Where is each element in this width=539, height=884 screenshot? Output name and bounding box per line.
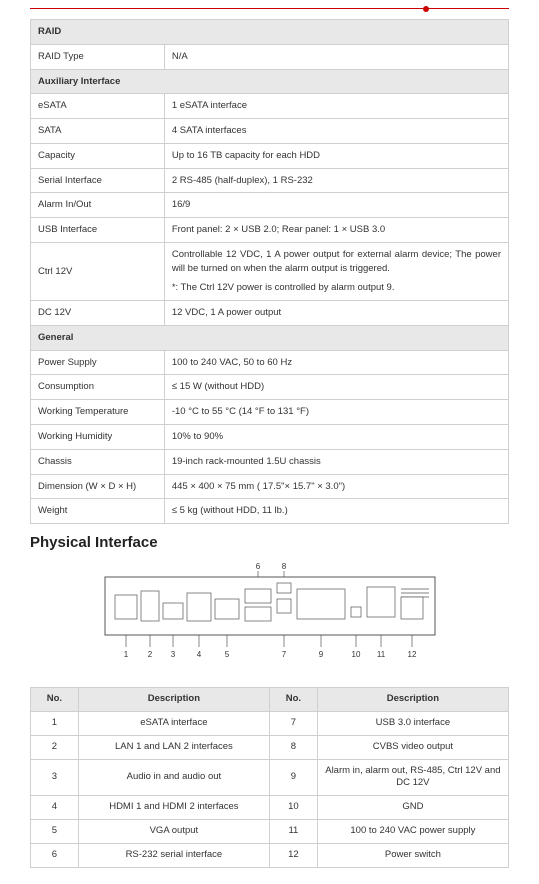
iface-no: 11 [269, 819, 317, 843]
spec-value: 19-inch rack-mounted 1.5U chassis [164, 449, 508, 474]
svg-text:6: 6 [255, 562, 260, 571]
spec-section-header: General [31, 325, 509, 350]
spec-value: 12 VDC, 1 A power output [164, 301, 508, 326]
iface-desc: LAN 1 and LAN 2 interfaces [78, 735, 269, 759]
spec-section-header: Auxiliary Interface [31, 69, 509, 94]
spec-label: DC 12V [31, 301, 165, 326]
spec-label: Serial Interface [31, 168, 165, 193]
iface-desc: 100 to 240 VAC power supply [317, 819, 508, 843]
iface-no: 1 [31, 711, 79, 735]
spec-value: 2 RS-485 (half-duplex), 1 RS-232 [164, 168, 508, 193]
iface-no: 4 [31, 796, 79, 820]
svg-text:5: 5 [224, 650, 229, 659]
iface-desc: CVBS video output [317, 735, 508, 759]
page: RAIDRAID TypeN/AAuxiliary InterfaceeSATA… [0, 0, 539, 884]
iface-desc: Audio in and audio out [78, 759, 269, 796]
spec-value: Up to 16 TB capacity for each HDD [164, 143, 508, 168]
spec-value: ≤ 5 kg (without HDD, 11 lb.) [164, 499, 508, 524]
iface-header: Description [317, 688, 508, 712]
spec-section-header: RAID [31, 20, 509, 45]
iface-desc: eSATA interface [78, 711, 269, 735]
svg-text:3: 3 [170, 650, 175, 659]
spec-value: Front panel: 2 × USB 2.0; Rear panel: 1 … [164, 218, 508, 243]
spec-label: SATA [31, 119, 165, 144]
iface-header: Description [78, 688, 269, 712]
iface-header: No. [31, 688, 79, 712]
iface-header: No. [269, 688, 317, 712]
iface-no: 3 [31, 759, 79, 796]
physical-interface-heading: Physical Interface [30, 534, 509, 551]
svg-text:8: 8 [281, 562, 286, 571]
spec-value: 10% to 90% [164, 425, 508, 450]
interface-table: No.DescriptionNo.Description 1eSATA inte… [30, 687, 509, 868]
iface-desc: USB 3.0 interface [317, 711, 508, 735]
iface-no: 9 [269, 759, 317, 796]
spec-value: N/A [164, 44, 508, 69]
rear-panel-diagram: 681234579101112 [30, 559, 509, 677]
spec-label: Power Supply [31, 350, 165, 375]
spec-value: 100 to 240 VAC, 50 to 60 Hz [164, 350, 508, 375]
spec-label: USB Interface [31, 218, 165, 243]
spec-label: Weight [31, 499, 165, 524]
svg-text:2: 2 [147, 650, 152, 659]
spec-value: Controllable 12 VDC, 1 A power output fo… [164, 242, 508, 300]
spec-label: Alarm In/Out [31, 193, 165, 218]
spec-value: 16/9 [164, 193, 508, 218]
spec-label: Consumption [31, 375, 165, 400]
spec-label: RAID Type [31, 44, 165, 69]
svg-text:9: 9 [318, 650, 323, 659]
iface-no: 7 [269, 711, 317, 735]
spec-value: -10 °C to 55 °C (14 °F to 131 °F) [164, 400, 508, 425]
spec-value: 4 SATA interfaces [164, 119, 508, 144]
svg-text:4: 4 [196, 650, 201, 659]
iface-no: 10 [269, 796, 317, 820]
spec-label: Dimension (W × D × H) [31, 474, 165, 499]
spec-label: Working Humidity [31, 425, 165, 450]
iface-desc: HDMI 1 and HDMI 2 interfaces [78, 796, 269, 820]
top-rule [30, 8, 509, 9]
iface-no: 2 [31, 735, 79, 759]
iface-no: 6 [31, 843, 79, 867]
spec-table: RAIDRAID TypeN/AAuxiliary InterfaceeSATA… [30, 19, 509, 524]
svg-text:7: 7 [281, 650, 286, 659]
iface-desc: GND [317, 796, 508, 820]
spec-value: ≤ 15 W (without HDD) [164, 375, 508, 400]
iface-desc: RS-232 serial interface [78, 843, 269, 867]
spec-label: Ctrl 12V [31, 242, 165, 300]
spec-label: Chassis [31, 449, 165, 474]
svg-text:1: 1 [123, 650, 128, 659]
iface-desc: Power switch [317, 843, 508, 867]
spec-value: 445 × 400 × 75 mm ( 17.5"× 15.7" × 3.0") [164, 474, 508, 499]
iface-no: 5 [31, 819, 79, 843]
svg-text:12: 12 [407, 650, 416, 659]
spec-label: eSATA [31, 94, 165, 119]
spec-value: 1 eSATA interface [164, 94, 508, 119]
spec-label: Capacity [31, 143, 165, 168]
iface-no: 12 [269, 843, 317, 867]
svg-text:11: 11 [376, 650, 385, 659]
iface-no: 8 [269, 735, 317, 759]
iface-desc: Alarm in, alarm out, RS-485, Ctrl 12V an… [317, 759, 508, 796]
iface-desc: VGA output [78, 819, 269, 843]
spec-label: Working Temperature [31, 400, 165, 425]
top-rule-dot [423, 6, 429, 12]
svg-text:10: 10 [351, 650, 360, 659]
